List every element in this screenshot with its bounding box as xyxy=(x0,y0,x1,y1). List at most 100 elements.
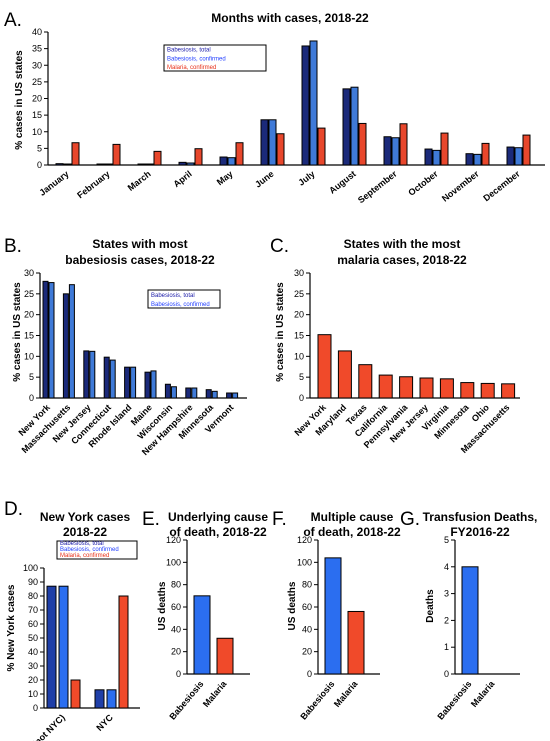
y-tick-label: 100 xyxy=(23,563,38,573)
legend-box xyxy=(163,44,267,72)
bar-july-s1 xyxy=(309,40,318,166)
bar-connecticut-s1 xyxy=(109,359,116,399)
legend: Babesiosis, total Babesiosis, confirmed Ma… xyxy=(163,44,267,72)
bar-august-s1 xyxy=(350,86,359,166)
y-tick-label: 15 xyxy=(24,331,34,341)
y-tick-label: 20 xyxy=(294,310,304,320)
bar-september-s1 xyxy=(391,137,400,166)
legend-box xyxy=(147,289,221,309)
panel-title: Months with cases, 2018-22 xyxy=(211,11,369,25)
y-tick-label: 0 xyxy=(37,160,42,170)
panel-letter: E. xyxy=(142,509,160,530)
bar-march-s0 xyxy=(137,163,146,166)
bar-december-s0 xyxy=(506,146,515,166)
y-tick-label: 40 xyxy=(32,27,42,37)
y-axis-label: % cases in US states xyxy=(12,282,23,382)
bar-new-hampshire-s1 xyxy=(191,387,198,399)
y-tick-label: 5 xyxy=(29,372,34,382)
x-tick-label: May xyxy=(215,169,235,188)
bar-maine-s1 xyxy=(150,370,157,399)
bar-may-s1 xyxy=(227,157,236,166)
bar-minnesota-s1 xyxy=(211,390,218,399)
y-tick-label: 80 xyxy=(171,580,181,590)
bar-may-s0 xyxy=(219,156,228,166)
x-tick-label: November xyxy=(440,168,481,203)
y-axis-label: US deaths xyxy=(287,581,298,630)
bar-massachusetts-s0 xyxy=(62,293,69,399)
y-tick-label: 90 xyxy=(28,577,38,587)
y-tick-label: 4 xyxy=(444,562,449,572)
bar-april-s2 xyxy=(194,148,203,166)
bar-malaria-s0 xyxy=(216,637,234,675)
y-tick-label: 5 xyxy=(37,143,42,153)
bar-december-s2 xyxy=(522,134,531,166)
y-tick-label: 0 xyxy=(299,393,304,403)
bar-ny-not-nyc--s0 xyxy=(46,585,57,709)
y-tick-label: 20 xyxy=(302,647,312,657)
bar-minnesota-s0 xyxy=(460,382,475,399)
bar-march-s1 xyxy=(145,163,154,166)
y-tick-label: 40 xyxy=(28,647,38,657)
legend-entry: Babesiosis, total xyxy=(151,293,195,299)
x-tick-label: February xyxy=(75,169,112,201)
bar-virginia-s0 xyxy=(439,378,454,399)
bar-maine-s0 xyxy=(144,371,151,399)
x-tick-label: September xyxy=(356,168,399,205)
y-tick-label: 30 xyxy=(294,268,304,278)
bar-babesiosis-s0 xyxy=(193,595,211,675)
y-tick-label: 80 xyxy=(302,580,312,590)
y-axis-label: US deaths xyxy=(157,581,168,630)
panel-title: Multiple cause xyxy=(311,510,394,524)
y-tick-label: 0 xyxy=(29,393,34,403)
panel-title: New York cases xyxy=(40,510,131,524)
y-tick-label: 35 xyxy=(32,44,42,54)
legend: Babesiosis, total Babesiosis, confirmed xyxy=(147,289,221,309)
bar-nyc-s0 xyxy=(94,689,105,709)
bar-october-s2 xyxy=(440,132,449,166)
bar-new-jersey-s1 xyxy=(89,350,96,399)
bar-march-s2 xyxy=(153,150,162,166)
bar-september-s2 xyxy=(399,123,408,166)
bar-january-s2 xyxy=(71,142,80,166)
bar-november-s1 xyxy=(473,153,482,166)
bar-october-s1 xyxy=(432,149,441,166)
x-tick-label: Babesiosis xyxy=(298,679,336,722)
y-tick-label: 120 xyxy=(166,535,181,545)
bar-december-s1 xyxy=(514,147,523,166)
y-axis-label: Deaths xyxy=(425,589,436,623)
y-tick-label: 40 xyxy=(302,624,312,634)
x-tick-label: Malaria xyxy=(201,678,229,709)
x-tick-label: October xyxy=(406,168,440,197)
panel-title: malaria cases, 2018-22 xyxy=(337,253,467,267)
bar-june-s0 xyxy=(260,119,269,166)
bar-new-hampshire-s0 xyxy=(185,387,192,399)
y-tick-label: 15 xyxy=(32,110,42,120)
panel-letter: B. xyxy=(4,236,22,257)
y-tick-label: 60 xyxy=(28,619,38,629)
y-tick-label: 0 xyxy=(33,703,38,713)
y-tick-label: 25 xyxy=(294,289,304,299)
legend-box xyxy=(56,540,138,560)
legend-entry: Babesiosis, total xyxy=(60,541,104,547)
y-axis-label: % New York cases xyxy=(6,584,17,671)
bar-rhode-island-s0 xyxy=(124,366,131,399)
bar-texas-s0 xyxy=(358,364,373,399)
x-tick-label: April xyxy=(171,169,193,190)
y-tick-label: 10 xyxy=(32,127,42,137)
panel-c: C. States with the most malaria cases, 201… xyxy=(270,236,520,455)
bar-february-s2 xyxy=(112,143,121,166)
x-tick-label: Babesiosis xyxy=(435,679,473,722)
legend-entry: Babesiosis, confirmed xyxy=(60,547,119,553)
x-tick-label: June xyxy=(253,169,276,190)
y-tick-label: 1 xyxy=(444,642,449,652)
panel-title: of death, 2018-22 xyxy=(169,525,267,539)
y-tick-label: 100 xyxy=(297,557,312,567)
panel-letter: A. xyxy=(4,10,22,31)
bar-november-s2 xyxy=(481,142,490,166)
bar-february-s0 xyxy=(96,163,105,166)
bar-rhode-island-s1 xyxy=(130,366,137,399)
bar-april-s0 xyxy=(178,161,187,166)
